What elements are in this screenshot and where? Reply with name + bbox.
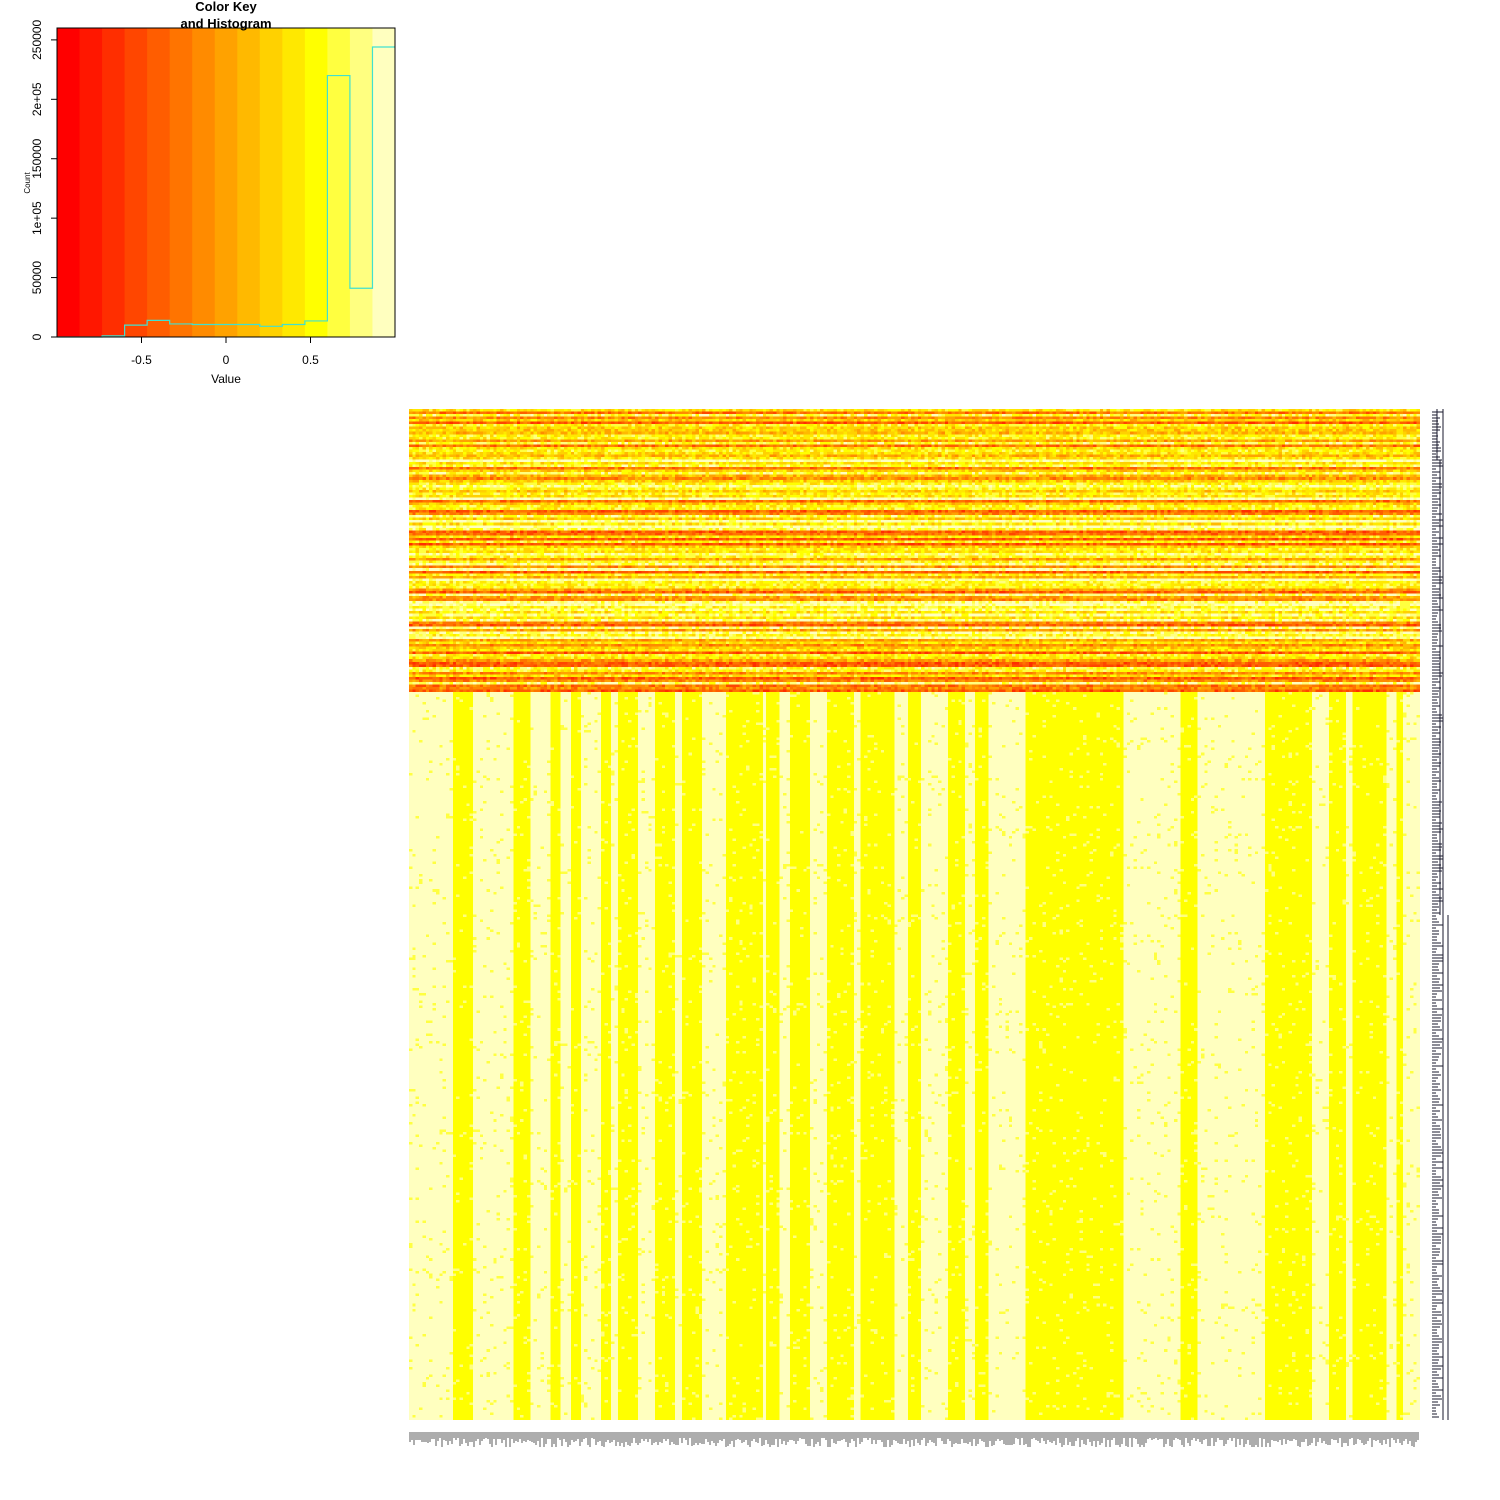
y-tick-label: 50000 (30, 261, 44, 295)
color-key-bin (327, 28, 351, 337)
color-key-x-axis-label: Value (211, 372, 241, 386)
y-tick-label: 1e+05 (30, 201, 44, 235)
color-key-title-line-1: Color Key (195, 0, 257, 14)
heatmap-cells (409, 409, 1420, 1420)
color-key-bins (57, 28, 396, 337)
heatmap-image (409, 409, 1420, 1420)
color-key-y-axis-label: Count (23, 172, 32, 194)
color-key-bin (304, 28, 328, 337)
color-key-bin (169, 28, 193, 337)
column-label-marks (409, 1432, 1419, 1447)
dendrogram-branches (1432, 409, 1449, 1420)
x-tick-label: 0 (223, 353, 230, 367)
color-key-bin (102, 28, 126, 337)
color-key-bin (192, 28, 216, 337)
y-tick-label: 150000 (30, 138, 44, 178)
x-tick-label: -0.5 (131, 353, 152, 367)
color-key-title-line-2: and Histogram (180, 16, 271, 31)
x-tick-label: 0.5 (302, 353, 319, 367)
color-key-axes: -0.5 0 0.5 0 50000 1e+05 150000 2e+05 250000 (30, 20, 396, 367)
color-key-bin (124, 28, 148, 337)
color-key-bin (214, 28, 238, 337)
color-key-bin (79, 28, 103, 337)
heatmap (409, 409, 1449, 1447)
y-tick-label: 250000 (30, 20, 44, 60)
color-key-histogram: -0.5 0 0.5 0 50000 1e+05 150000 2e+05 250000 Col… (23, 0, 396, 386)
color-key-bin (57, 28, 81, 337)
y-tick-label: 0 (30, 333, 44, 340)
color-key-bin (259, 28, 283, 337)
histogram-line (57, 46, 395, 338)
row-dendrogram (1432, 409, 1449, 1420)
color-key-bin (282, 28, 306, 337)
color-key-bin (349, 28, 373, 337)
color-key-bin (237, 28, 261, 337)
y-tick-label: 2e+05 (30, 82, 44, 116)
color-key-bin (147, 28, 171, 337)
color-key-frame (56, 27, 396, 338)
column-labels (409, 1432, 1419, 1447)
color-key-bin (372, 28, 396, 337)
